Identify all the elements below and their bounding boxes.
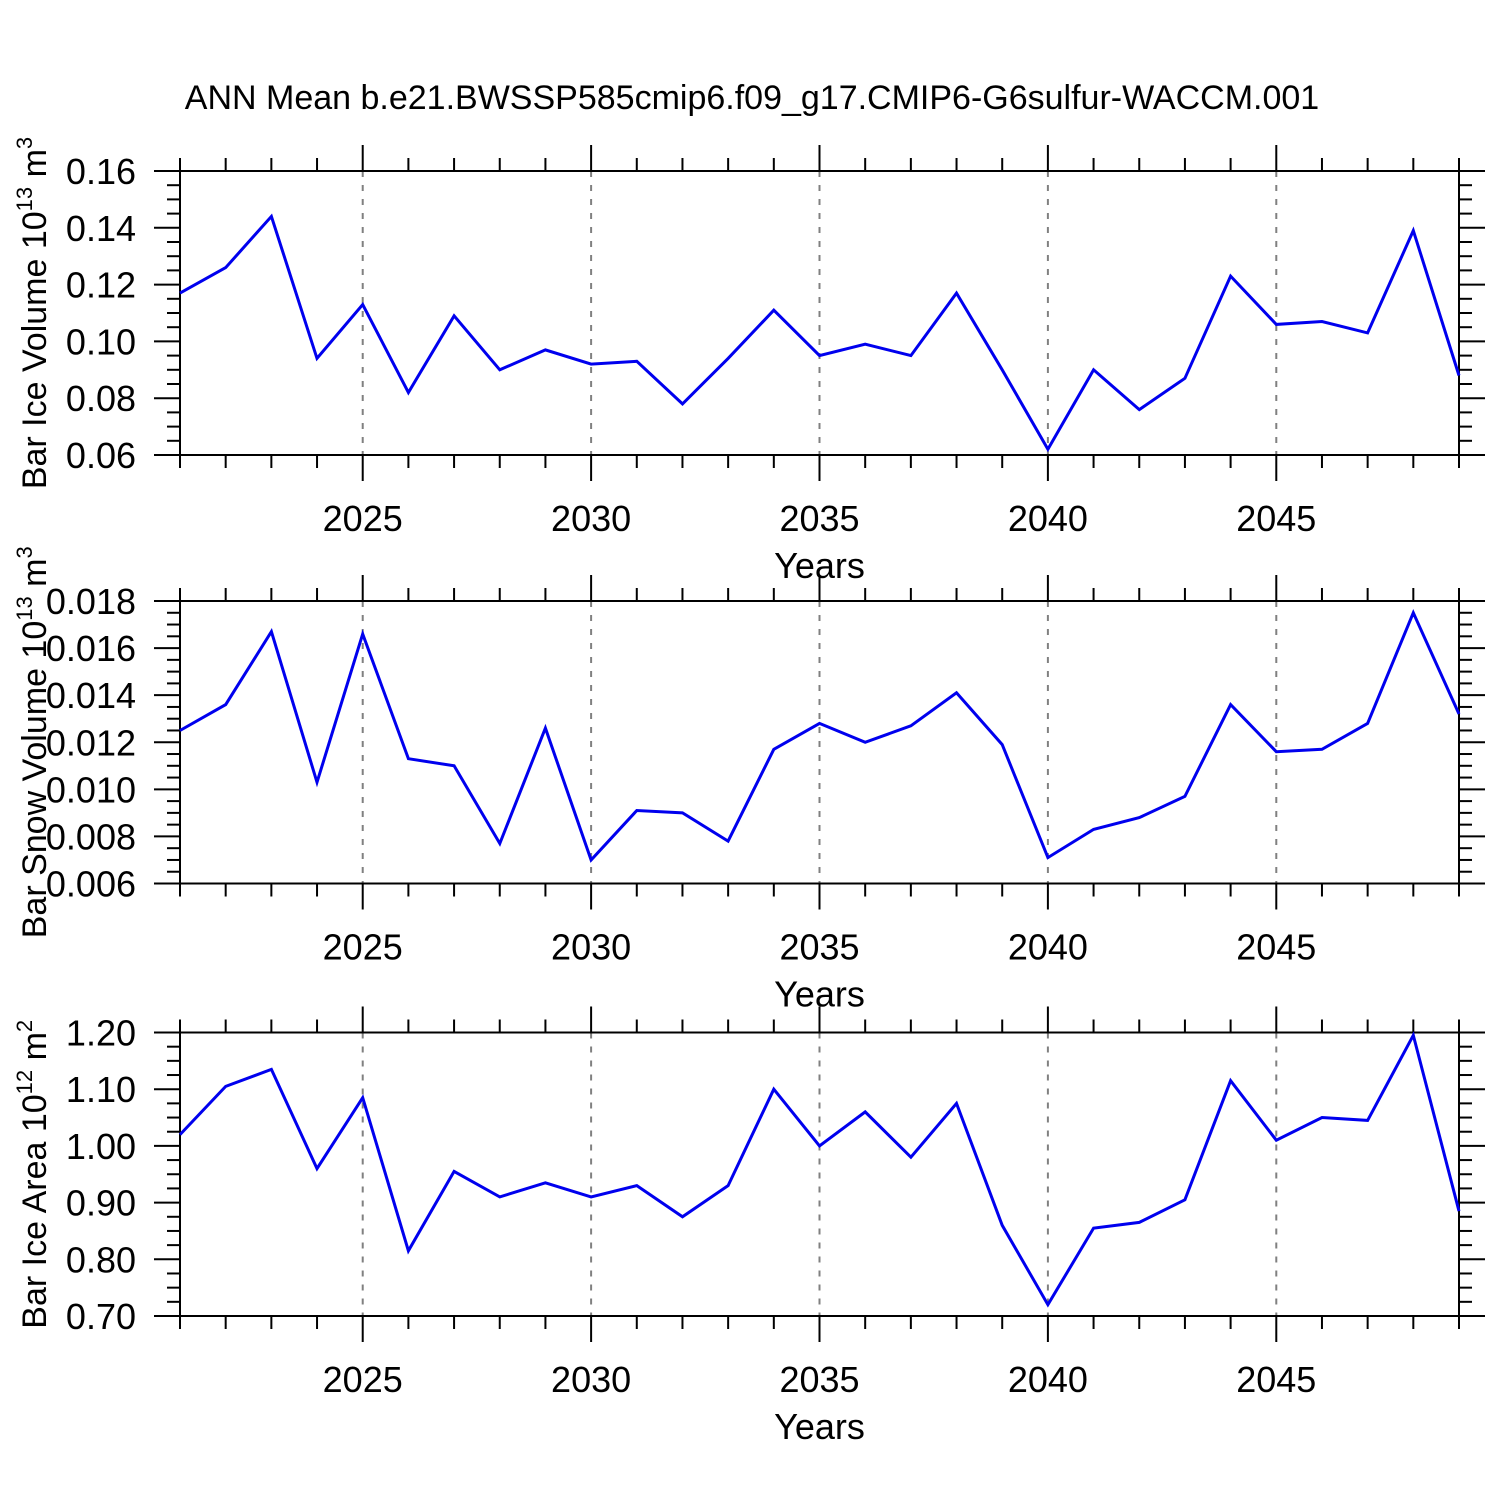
- x-tick-label: 2025: [323, 498, 403, 539]
- panel-bar-ice-volume: 0.06 0.08 0.10 0.12 0.14 0.16 2025 2030 2035 2040…: [12, 137, 1485, 586]
- y-tick-label: 0.14: [66, 208, 136, 249]
- x-tick-label: 2040: [1008, 498, 1088, 539]
- y-tick-label: 0.018: [46, 581, 136, 622]
- y-tick-label: 0.08: [66, 378, 136, 419]
- y-tick-label: 0.12: [66, 265, 136, 306]
- y-axis-label: Bar Ice Area 1012​ m2​: [12, 1020, 54, 1329]
- plot-frame: [179, 1031, 1460, 1317]
- y-tick-label: 0.010: [46, 769, 136, 810]
- y-tick-label: 0.10: [66, 321, 136, 362]
- y-tick-label: 0.06: [66, 435, 136, 476]
- x-tick-label: 2030: [551, 927, 631, 968]
- x-tick-label: 2045: [1236, 1359, 1316, 1400]
- y-tick-label: 1.10: [66, 1069, 136, 1110]
- chart-title: ANN Mean b.e21.BWSSP585cmip6.f09_g17.CMI…: [185, 79, 1319, 117]
- series-bar-ice-area: [178, 1031, 1461, 1308]
- y-axis-label: Bar Snow Volume 1013​ m3​: [12, 546, 54, 938]
- x-tick-label: 2035: [779, 498, 859, 539]
- x-axis-label: Years: [774, 1406, 865, 1447]
- y-tick-label: 0.70: [66, 1296, 136, 1337]
- x-tick-label: 2040: [1008, 927, 1088, 968]
- y-tick-label: 0.016: [46, 628, 136, 669]
- y-tick-label: 0.012: [46, 722, 136, 763]
- y-tick-label: 1.00: [66, 1126, 136, 1167]
- x-tick-label: 2030: [551, 498, 631, 539]
- y-tick-label: 1.20: [66, 1013, 136, 1054]
- y-tick-label: 0.80: [66, 1239, 136, 1280]
- x-tick-label: 2025: [323, 1359, 403, 1400]
- panel-bar-ice-area: 0.70 0.80 0.90 1.00 1.10 1.20 2025 2030 2035 2040…: [12, 1006, 1485, 1447]
- x-tick-label: 2035: [779, 1359, 859, 1400]
- plot-frame: [179, 170, 1460, 456]
- y-axis-label: Bar Ice Volume 1013​ m3​: [12, 137, 54, 489]
- x-tick-label: 2030: [551, 1359, 631, 1400]
- series-bar-snow-volume: [179, 609, 1461, 863]
- x-tick-label: 2035: [779, 927, 859, 968]
- plot-frame: [179, 600, 1460, 885]
- y-tick-label: 0.006: [46, 864, 136, 905]
- y-tick-label: 0.90: [66, 1183, 136, 1224]
- panel-bar-snow-volume: 0.006 0.008 0.010 0.012 0.014 0.016 0.018 2025 2…: [12, 546, 1485, 1015]
- x-tick-label: 2025: [323, 927, 403, 968]
- y-tick-label: 0.16: [66, 151, 136, 192]
- series-bar-ice-volume: [179, 213, 1461, 453]
- x-tick-label: 2045: [1236, 498, 1316, 539]
- x-tick-label: 2040: [1008, 1359, 1088, 1400]
- y-tick-label: 0.014: [46, 675, 136, 716]
- y-tick-label: 0.008: [46, 816, 136, 857]
- x-tick-label: 2045: [1236, 927, 1316, 968]
